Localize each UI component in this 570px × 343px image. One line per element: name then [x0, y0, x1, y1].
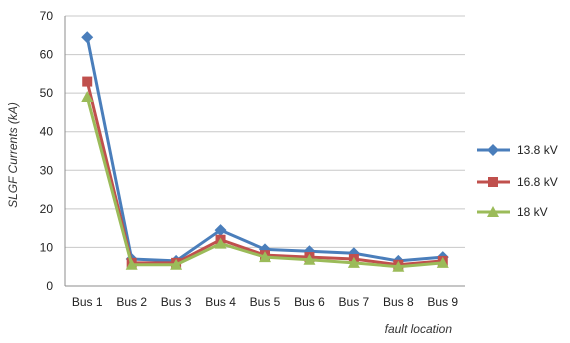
- legend-marker: [487, 144, 499, 156]
- series-3: [81, 91, 449, 272]
- x-axis-ticks: Bus 1 Bus 2 Bus 3 Bus 4 Bus 5 Bus 6 Bus 7 Bus 8…: [72, 295, 459, 309]
- x-tick-label: Bus 1: [72, 295, 103, 309]
- data-point: [347, 256, 360, 268]
- x-axis-label: fault location: [385, 322, 453, 336]
- y-tick-label: 30: [40, 163, 54, 177]
- data-point: [82, 76, 93, 87]
- data-point: [214, 224, 227, 237]
- y-axis-label: SLGF Currents (kA): [6, 102, 20, 208]
- data-point: [259, 251, 271, 263]
- x-tick-label: Bus 3: [161, 295, 192, 309]
- gridlines: [64, 15, 465, 287]
- legend-label: 16.8 kV: [517, 175, 558, 189]
- data-point: [214, 237, 227, 249]
- y-tick-label: 60: [40, 48, 54, 62]
- legend-item: 13.8 kV: [477, 143, 558, 157]
- data-point: [81, 91, 94, 102]
- y-tick-label: 40: [40, 125, 54, 139]
- series-line: [85, 81, 443, 267]
- x-tick-label: Bus 7: [339, 295, 370, 309]
- y-tick-label: 20: [40, 202, 54, 216]
- legend-label: 18 kV: [517, 205, 548, 219]
- data-point: [392, 260, 405, 272]
- x-tick-label: Bus 4: [205, 295, 236, 309]
- y-axis-ticks: 0 10 20 30 40 50 60 70: [40, 9, 54, 293]
- x-tick-label: Bus 8: [383, 295, 414, 309]
- x-tick-label: Bus 2: [116, 295, 147, 309]
- x-tick-label: Bus 9: [427, 295, 458, 309]
- y-tick-label: 70: [40, 9, 54, 23]
- series-1: [81, 31, 449, 267]
- data-point: [81, 31, 94, 44]
- data-point: [347, 247, 360, 260]
- series-line: [85, 36, 443, 263]
- y-tick-label: 10: [40, 240, 54, 254]
- legend-marker: [487, 206, 499, 217]
- data-point: [170, 258, 183, 270]
- y-tick-label: 50: [40, 86, 54, 100]
- series-layer: [81, 31, 449, 272]
- x-tick-label: Bus 6: [294, 295, 325, 309]
- series-2: [82, 76, 448, 270]
- legend-item: 16.8 kV: [477, 175, 558, 189]
- x-tick-label: Bus 5: [250, 295, 281, 309]
- data-point: [125, 258, 138, 270]
- series-line: [85, 96, 443, 269]
- legend-item: 18 kV: [477, 205, 548, 219]
- legend-label: 13.8 kV: [517, 143, 558, 157]
- legend-marker: [488, 177, 498, 187]
- data-point: [303, 253, 316, 265]
- y-tick-label: 0: [46, 279, 53, 293]
- legend: 13.8 kV 16.8 kV 18 kV: [477, 143, 558, 219]
- data-point: [436, 256, 449, 268]
